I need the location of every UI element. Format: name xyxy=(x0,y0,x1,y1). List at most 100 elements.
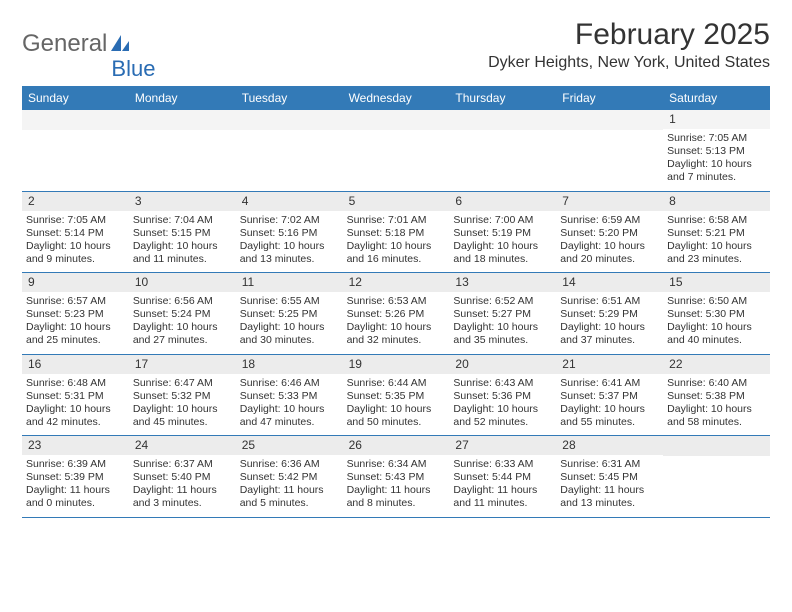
calendar-cell: 3Sunrise: 7:04 AMSunset: 5:15 PMDaylight… xyxy=(129,192,236,273)
calendar-cell: 24Sunrise: 6:37 AMSunset: 5:40 PMDayligh… xyxy=(129,436,236,517)
day-header-cell: Friday xyxy=(556,86,663,110)
day-number: 2 xyxy=(22,192,129,211)
day-number: 24 xyxy=(129,436,236,455)
day-number: 12 xyxy=(343,273,450,292)
day-number: 19 xyxy=(343,355,450,374)
daylight-text: Daylight: 10 hours and 55 minutes. xyxy=(560,403,659,429)
daylight-text: Daylight: 10 hours and 27 minutes. xyxy=(133,321,232,347)
calendar-cell: 19Sunrise: 6:44 AMSunset: 5:35 PMDayligh… xyxy=(343,355,450,436)
daylight-text: Daylight: 10 hours and 40 minutes. xyxy=(667,321,766,347)
calendar-cell-empty xyxy=(129,110,236,191)
sunrise-text: Sunrise: 7:05 AM xyxy=(667,132,766,145)
day-number: 8 xyxy=(663,192,770,211)
daylight-text: Daylight: 10 hours and 25 minutes. xyxy=(26,321,125,347)
logo-text-blue: Blue xyxy=(111,56,155,82)
calendar-cell: 12Sunrise: 6:53 AMSunset: 5:26 PMDayligh… xyxy=(343,273,450,354)
daylight-text: Daylight: 10 hours and 23 minutes. xyxy=(667,240,766,266)
sunrise-text: Sunrise: 6:43 AM xyxy=(453,377,552,390)
sunrise-text: Sunrise: 6:59 AM xyxy=(560,214,659,227)
daylight-text: Daylight: 10 hours and 7 minutes. xyxy=(667,158,766,184)
daylight-text: Daylight: 10 hours and 13 minutes. xyxy=(240,240,339,266)
sunrise-text: Sunrise: 6:31 AM xyxy=(560,458,659,471)
sunrise-text: Sunrise: 6:52 AM xyxy=(453,295,552,308)
sunrise-text: Sunrise: 6:41 AM xyxy=(560,377,659,390)
sunset-text: Sunset: 5:45 PM xyxy=(560,471,659,484)
daylight-text: Daylight: 10 hours and 18 minutes. xyxy=(453,240,552,266)
sunrise-text: Sunrise: 6:40 AM xyxy=(667,377,766,390)
sunrise-text: Sunrise: 6:44 AM xyxy=(347,377,446,390)
calendar-cell: 2 Sunrise: 7:05 AMSunset: 5:14 PMDaylight… xyxy=(22,192,129,273)
calendar-week: 2Sunrise: 7:05 AMSunset: 5:14 PMDaylight… xyxy=(22,191,770,273)
calendar-week: 1Sunrise: 7:05 AMSunset: 5:13 PMDaylight… xyxy=(22,110,770,191)
daylight-text: Daylight: 10 hours and 45 minutes. xyxy=(133,403,232,429)
calendar-cell: 7Sunrise: 6:59 AMSunset: 5:20 PMDaylight… xyxy=(556,192,663,273)
sunset-text: Sunset: 5:13 PM xyxy=(667,145,766,158)
daylight-text: Daylight: 10 hours and 32 minutes. xyxy=(347,321,446,347)
sunrise-text: Sunrise: 6:48 AM xyxy=(26,377,125,390)
daylight-text: Daylight: 10 hours and 52 minutes. xyxy=(453,403,552,429)
header: General Blue February 2025 Dyker Heights… xyxy=(22,18,770,72)
day-number: 27 xyxy=(449,436,556,455)
sunset-text: Sunset: 5:30 PM xyxy=(667,308,766,321)
sunrise-text: Sunrise: 6:53 AM xyxy=(347,295,446,308)
calendar-cell: 11Sunrise: 6:55 AMSunset: 5:25 PMDayligh… xyxy=(236,273,343,354)
sunrise-text: Sunrise: 6:51 AM xyxy=(560,295,659,308)
sunset-text: Sunset: 5:31 PM xyxy=(26,390,125,403)
daylight-text: Daylight: 10 hours and 9 minutes. xyxy=(26,240,125,266)
day-number xyxy=(556,110,663,130)
daylight-text: Daylight: 10 hours and 58 minutes. xyxy=(667,403,766,429)
sunrise-text: Sunrise: 6:36 AM xyxy=(240,458,339,471)
sunset-text: Sunset: 5:36 PM xyxy=(453,390,552,403)
daylight-text: Daylight: 11 hours and 8 minutes. xyxy=(347,484,446,510)
day-number: 11 xyxy=(236,273,343,292)
calendar-cell: 13Sunrise: 6:52 AMSunset: 5:27 PMDayligh… xyxy=(449,273,556,354)
day-number: 18 xyxy=(236,355,343,374)
calendar-cell: 16 Sunrise: 6:48 AMSunset: 5:31 PMDayligh… xyxy=(22,355,129,436)
calendar-cell-empty xyxy=(556,110,663,191)
calendar-cell-empty xyxy=(236,110,343,191)
day-header-cell: Saturday xyxy=(663,86,770,110)
day-number: 26 xyxy=(343,436,450,455)
sunset-text: Sunset: 5:19 PM xyxy=(453,227,552,240)
day-number xyxy=(449,110,556,130)
day-number: 15 xyxy=(663,273,770,292)
calendar-week: 23Sunrise: 6:39 AMSunset: 5:39 PMDayligh… xyxy=(22,435,770,518)
sunrise-text: Sunrise: 6:39 AM xyxy=(26,458,125,471)
sunset-text: Sunset: 5:32 PM xyxy=(133,390,232,403)
daylight-text: Daylight: 11 hours and 13 minutes. xyxy=(560,484,659,510)
sunrise-text: Sunrise: 7:05 AM xyxy=(26,214,125,227)
location-subtitle: Dyker Heights, New York, United States xyxy=(488,54,770,72)
sunset-text: Sunset: 5:37 PM xyxy=(560,390,659,403)
calendar-cell: 23Sunrise: 6:39 AMSunset: 5:39 PMDayligh… xyxy=(22,436,129,517)
logo-sail-icon xyxy=(109,33,131,55)
calendar-cell: 15Sunrise: 6:50 AMSunset: 5:30 PMDayligh… xyxy=(663,273,770,354)
calendar-cell: 22 Sunrise: 6:40 AMSunset: 5:38 PMDayligh… xyxy=(663,355,770,436)
day-number: 16 xyxy=(22,355,129,374)
sunrise-text: Sunrise: 6:47 AM xyxy=(133,377,232,390)
sunset-text: Sunset: 5:38 PM xyxy=(667,390,766,403)
logo-text-general: General xyxy=(22,30,107,58)
day-header-row: SundayMondayTuesdayWednesdayThursdayFrid… xyxy=(22,86,770,110)
sunset-text: Sunset: 5:14 PM xyxy=(26,227,125,240)
day-number xyxy=(663,436,770,456)
calendar-cell-empty xyxy=(663,436,770,517)
day-number: 25 xyxy=(236,436,343,455)
sunset-text: Sunset: 5:29 PM xyxy=(560,308,659,321)
sunset-text: Sunset: 5:44 PM xyxy=(453,471,552,484)
day-number: 6 xyxy=(449,192,556,211)
sunrise-text: Sunrise: 6:57 AM xyxy=(26,295,125,308)
day-header-cell: Thursday xyxy=(449,86,556,110)
day-number: 9 xyxy=(22,273,129,292)
day-number: 22 xyxy=(663,355,770,374)
day-header-cell: Wednesday xyxy=(343,86,450,110)
calendar-week: 16Sunrise: 6:48 AMSunset: 5:31 PMDayligh… xyxy=(22,354,770,436)
daylight-text: Daylight: 11 hours and 11 minutes. xyxy=(453,484,552,510)
sunset-text: Sunset: 5:23 PM xyxy=(26,308,125,321)
calendar-cell: 5Sunrise: 7:01 AMSunset: 5:18 PMDaylight… xyxy=(343,192,450,273)
calendar-cell: 14Sunrise: 6:51 AMSunset: 5:29 PMDayligh… xyxy=(556,273,663,354)
calendar-cell: 9 Sunrise: 6:57 AMSunset: 5:23 PMDaylight… xyxy=(22,273,129,354)
calendar-cell: 18Sunrise: 6:46 AMSunset: 5:33 PMDayligh… xyxy=(236,355,343,436)
calendar: SundayMondayTuesdayWednesdayThursdayFrid… xyxy=(22,86,770,518)
daylight-text: Daylight: 10 hours and 42 minutes. xyxy=(26,403,125,429)
day-number xyxy=(236,110,343,130)
